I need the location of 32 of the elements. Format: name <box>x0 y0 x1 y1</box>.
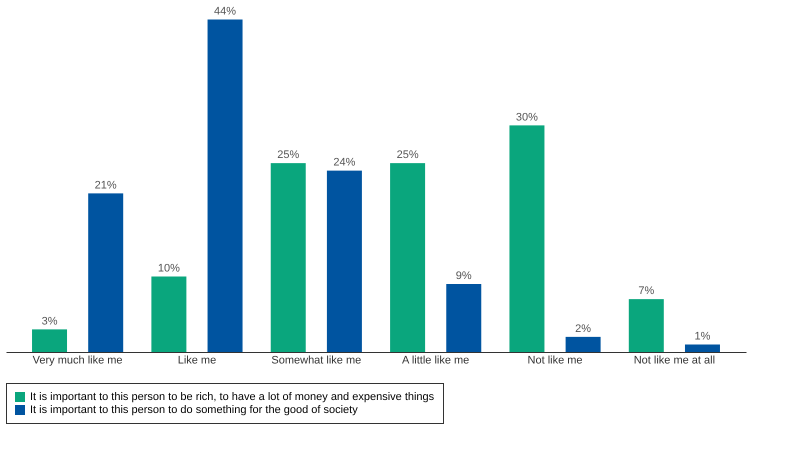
data-label: 10% <box>158 262 180 274</box>
bar <box>509 125 544 352</box>
bar <box>151 276 186 352</box>
bar <box>32 329 68 352</box>
data-label: 25% <box>396 149 419 162</box>
bar <box>566 336 601 352</box>
data-label: 7% <box>638 285 654 298</box>
bar <box>390 163 426 352</box>
data-label: 2% <box>575 322 592 335</box>
data-label: 21% <box>94 179 117 192</box>
x-tick-label: Not like me at all <box>634 354 716 366</box>
x-tick-label: Like me <box>178 354 216 366</box>
data-label: 44% <box>214 6 236 18</box>
data-label: 30% <box>516 111 538 124</box>
bar <box>270 163 306 352</box>
legend-label: It is important to this person to do something for the good of society <box>30 404 358 416</box>
x-tick-label: A little like me <box>402 354 470 366</box>
x-tick-label: Very much like me <box>32 354 123 366</box>
data-label: 9% <box>456 270 472 282</box>
data-label: 1% <box>694 330 711 342</box>
bar <box>446 284 482 352</box>
bar <box>684 344 720 352</box>
bar <box>326 170 362 352</box>
bar <box>208 20 243 352</box>
bar <box>88 193 124 352</box>
x-tick-label: Somewhat like me <box>271 354 362 366</box>
data-label: 24% <box>333 156 356 169</box>
data-label: 25% <box>277 149 300 162</box>
data-label: 3% <box>42 315 58 328</box>
x-tick-label: Not like me <box>528 354 583 366</box>
bar <box>628 299 664 352</box>
legend-label: It is important to this person to be rich, to have a lot of money and expensive things <box>30 391 435 403</box>
